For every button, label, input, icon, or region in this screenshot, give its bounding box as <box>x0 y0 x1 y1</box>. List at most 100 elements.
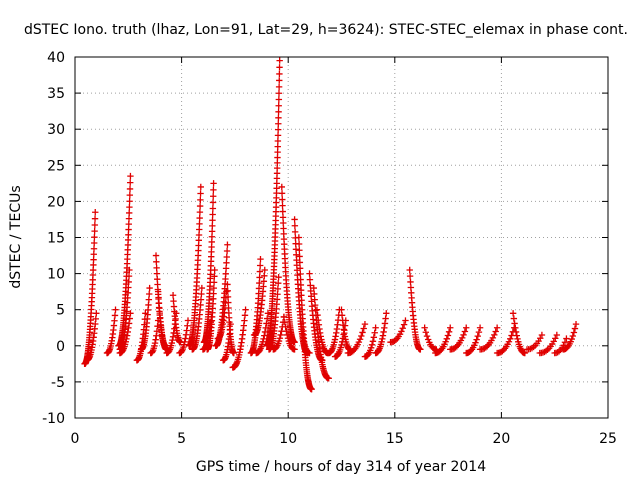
data-point <box>561 339 569 346</box>
data-arc <box>493 324 518 357</box>
data-arc <box>176 317 192 357</box>
data-arc <box>253 310 272 357</box>
data-arc <box>280 313 298 353</box>
data-point <box>260 335 267 343</box>
data-arc <box>147 317 162 357</box>
data-point <box>153 264 160 272</box>
x-tick-label: 25 <box>599 431 617 447</box>
data-point <box>224 281 231 288</box>
data-point <box>122 338 129 346</box>
data-arc <box>432 324 454 357</box>
data-point <box>568 335 575 343</box>
data-point <box>274 159 281 167</box>
data-point <box>197 183 204 191</box>
data-arc <box>229 306 249 371</box>
data-point <box>313 306 321 313</box>
data-point <box>355 338 363 346</box>
data-point <box>181 338 188 346</box>
data-arc <box>116 310 134 357</box>
data-point <box>368 341 376 348</box>
data-point <box>360 325 367 332</box>
data-point <box>280 225 287 232</box>
x-axis-label: GPS time / hours of day 314 of year 2014 <box>196 459 486 475</box>
data-point <box>127 172 134 180</box>
data-point <box>275 90 283 97</box>
data-point <box>505 338 513 345</box>
data-point <box>424 336 432 343</box>
data-point <box>282 323 289 331</box>
data-point <box>274 291 281 298</box>
data-point <box>367 344 375 352</box>
data-point <box>299 330 306 337</box>
data-point <box>209 222 216 230</box>
data-point <box>125 226 132 233</box>
data-point <box>297 320 305 328</box>
data-point <box>146 290 153 298</box>
data-point <box>209 217 216 224</box>
data-point <box>402 317 409 324</box>
data-point <box>334 351 342 358</box>
data-point <box>197 190 204 197</box>
data-point <box>512 324 519 332</box>
data-point <box>370 334 378 341</box>
data-point <box>298 325 305 333</box>
data-point <box>300 337 308 345</box>
data-arc <box>83 310 100 364</box>
data-point <box>460 331 467 339</box>
data-arc <box>509 310 529 357</box>
data-point <box>338 306 345 313</box>
data-point <box>510 315 518 322</box>
data-point <box>378 338 385 346</box>
data-point <box>467 347 475 354</box>
data-point <box>275 96 283 103</box>
data-arc <box>447 324 470 353</box>
data-point <box>198 290 205 298</box>
data-point <box>255 285 263 292</box>
data-point <box>447 324 454 331</box>
data-point <box>210 279 218 286</box>
data-point <box>308 385 315 393</box>
data-point <box>513 332 520 339</box>
data-point <box>472 339 479 346</box>
y-tick-label: 15 <box>47 231 65 247</box>
data-point <box>514 335 521 343</box>
data-point <box>291 346 298 353</box>
data-point <box>256 262 264 269</box>
y-tick-label: 0 <box>56 339 65 355</box>
data-point <box>275 114 282 122</box>
data-point <box>350 346 358 354</box>
data-point <box>125 209 133 217</box>
data-point <box>196 208 204 216</box>
data-point <box>210 193 217 200</box>
data-point <box>195 231 203 239</box>
data-point <box>125 324 132 332</box>
data-point <box>196 214 203 222</box>
data-point <box>125 320 133 327</box>
data-point <box>296 259 304 266</box>
data-point <box>423 332 431 340</box>
data-point <box>381 324 388 332</box>
data-point <box>125 215 133 222</box>
data-point <box>125 278 132 286</box>
data-point <box>261 266 268 274</box>
data-point <box>275 102 282 109</box>
data-arc <box>463 324 484 357</box>
data-point <box>91 215 99 222</box>
data-point <box>223 259 230 267</box>
data-point <box>296 253 303 260</box>
x-tick-labels: 0 5 10 15 20 25 <box>71 431 617 447</box>
data-point <box>91 227 98 235</box>
data-point <box>571 325 579 332</box>
y-tick-label: 35 <box>47 86 65 102</box>
data-point <box>406 272 414 280</box>
data-arc <box>372 310 390 357</box>
data-point <box>361 320 369 328</box>
data-point <box>555 348 563 355</box>
y-tick-label: 40 <box>47 50 65 66</box>
data-point <box>124 328 131 336</box>
data-point <box>184 322 191 329</box>
data-point <box>564 343 571 351</box>
data-arc <box>203 266 218 353</box>
data-arc <box>387 317 409 346</box>
